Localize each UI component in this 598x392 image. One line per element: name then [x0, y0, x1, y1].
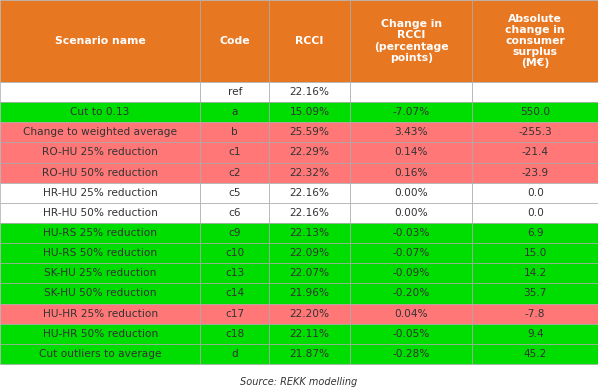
- Text: Source: REKK modelling: Source: REKK modelling: [240, 377, 358, 387]
- Text: 14.2: 14.2: [524, 269, 547, 278]
- Text: 21.87%: 21.87%: [289, 349, 329, 359]
- Text: 0.04%: 0.04%: [394, 309, 428, 319]
- Text: c9: c9: [228, 228, 241, 238]
- Text: c5: c5: [228, 188, 241, 198]
- Text: HR-HU 50% reduction: HR-HU 50% reduction: [42, 208, 158, 218]
- Text: 3.43%: 3.43%: [394, 127, 428, 137]
- Text: 0.0: 0.0: [527, 188, 544, 198]
- Text: Cut outliers to average: Cut outliers to average: [39, 349, 161, 359]
- Text: 15.0: 15.0: [523, 248, 547, 258]
- Text: RO-HU 50% reduction: RO-HU 50% reduction: [42, 167, 158, 178]
- Text: 22.29%: 22.29%: [289, 147, 329, 158]
- Text: Change in
RCCI
(percentage
points): Change in RCCI (percentage points): [374, 19, 448, 63]
- Text: 45.2: 45.2: [524, 349, 547, 359]
- Text: 22.13%: 22.13%: [289, 228, 329, 238]
- Text: HU-RS 50% reduction: HU-RS 50% reduction: [43, 248, 157, 258]
- Text: d: d: [231, 349, 238, 359]
- Text: 22.16%: 22.16%: [289, 208, 329, 218]
- Text: 22.20%: 22.20%: [289, 309, 329, 319]
- Text: c14: c14: [225, 289, 244, 298]
- Text: 15.09%: 15.09%: [289, 107, 329, 117]
- Text: -0.20%: -0.20%: [392, 289, 430, 298]
- Text: -23.9: -23.9: [521, 167, 549, 178]
- Text: -0.05%: -0.05%: [392, 329, 430, 339]
- Text: -0.03%: -0.03%: [392, 228, 430, 238]
- Text: c1: c1: [228, 147, 241, 158]
- Text: ref: ref: [227, 87, 242, 97]
- Text: 22.09%: 22.09%: [289, 248, 329, 258]
- Text: Absolute
change in
consumer
surplus
(M€): Absolute change in consumer surplus (M€): [505, 14, 565, 68]
- Text: c10: c10: [225, 248, 245, 258]
- Text: 22.16%: 22.16%: [289, 188, 329, 198]
- Text: -0.28%: -0.28%: [392, 349, 430, 359]
- Text: b: b: [231, 127, 238, 137]
- Text: -0.07%: -0.07%: [392, 248, 430, 258]
- Text: HU-RS 25% reduction: HU-RS 25% reduction: [43, 228, 157, 238]
- Text: 22.32%: 22.32%: [289, 167, 329, 178]
- Text: c18: c18: [225, 329, 245, 339]
- Text: 22.16%: 22.16%: [289, 87, 329, 97]
- Text: Scenario name: Scenario name: [55, 36, 145, 46]
- Text: -0.09%: -0.09%: [392, 269, 430, 278]
- Text: c17: c17: [225, 309, 244, 319]
- Text: 22.07%: 22.07%: [289, 269, 329, 278]
- Text: 0.16%: 0.16%: [394, 167, 428, 178]
- Text: -255.3: -255.3: [518, 127, 552, 137]
- Text: SK-HU 50% reduction: SK-HU 50% reduction: [44, 289, 157, 298]
- Text: 22.11%: 22.11%: [289, 329, 329, 339]
- Text: RO-HU 25% reduction: RO-HU 25% reduction: [42, 147, 158, 158]
- Text: HU-HR 50% reduction: HU-HR 50% reduction: [42, 329, 158, 339]
- Text: a: a: [231, 107, 238, 117]
- Text: 25.59%: 25.59%: [289, 127, 329, 137]
- Text: SK-HU 25% reduction: SK-HU 25% reduction: [44, 269, 156, 278]
- Text: -7.07%: -7.07%: [392, 107, 430, 117]
- Text: Change to weighted average: Change to weighted average: [23, 127, 177, 137]
- Text: 0.14%: 0.14%: [394, 147, 428, 158]
- Text: c6: c6: [228, 208, 241, 218]
- Text: HR-HU 25% reduction: HR-HU 25% reduction: [43, 188, 157, 198]
- Text: -7.8: -7.8: [525, 309, 545, 319]
- Text: 0.00%: 0.00%: [394, 208, 428, 218]
- Text: 550.0: 550.0: [520, 107, 550, 117]
- Text: 0.0: 0.0: [527, 208, 544, 218]
- Text: 0.00%: 0.00%: [394, 188, 428, 198]
- Text: 35.7: 35.7: [523, 289, 547, 298]
- Text: 6.9: 6.9: [527, 228, 544, 238]
- Text: 9.4: 9.4: [527, 329, 544, 339]
- Text: Cut to 0.13: Cut to 0.13: [71, 107, 130, 117]
- Text: RCCI: RCCI: [295, 36, 324, 46]
- Text: 21.96%: 21.96%: [289, 289, 329, 298]
- Text: c2: c2: [228, 167, 241, 178]
- Text: -21.4: -21.4: [521, 147, 549, 158]
- Text: Code: Code: [219, 36, 250, 46]
- Text: c13: c13: [225, 269, 245, 278]
- Text: HU-HR 25% reduction: HU-HR 25% reduction: [42, 309, 158, 319]
